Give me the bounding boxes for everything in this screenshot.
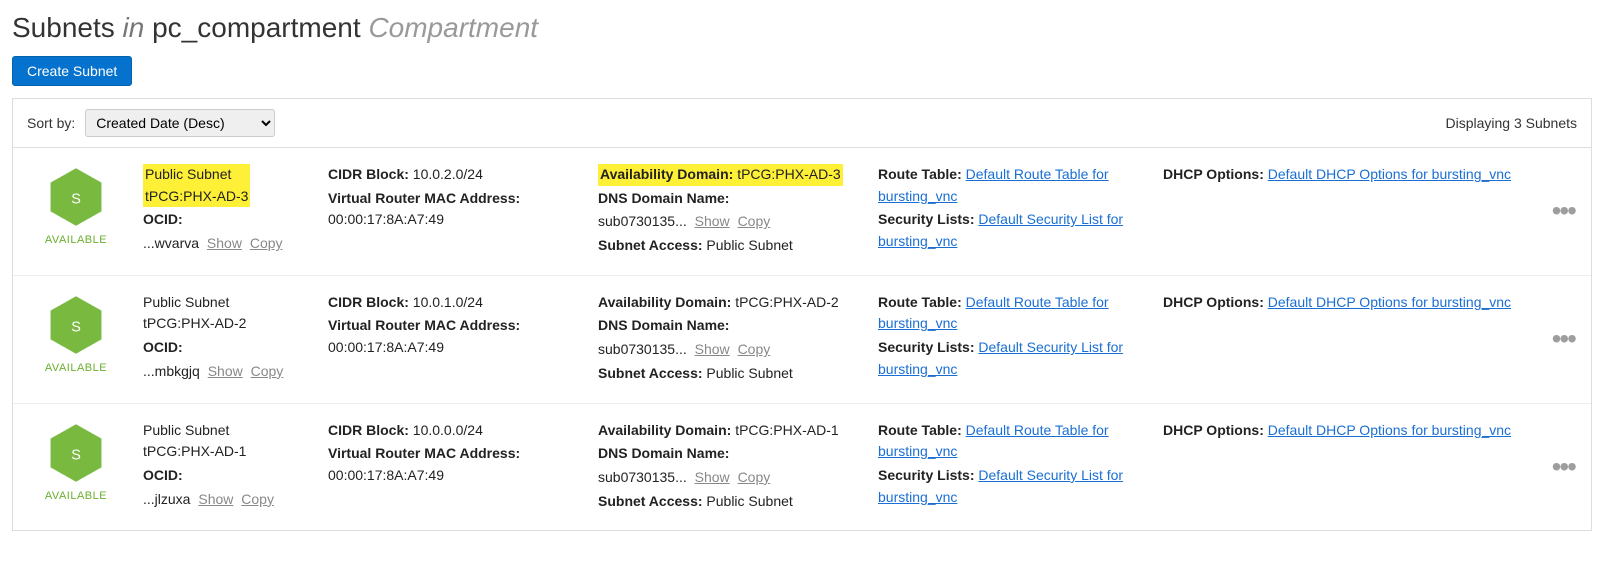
svg-text:S: S <box>71 447 81 463</box>
dhcp-link[interactable]: Default DHCP Options for bursting_vnc <box>1268 294 1511 310</box>
cidr-label: CIDR Block: <box>328 166 413 182</box>
subnet-row: S AVAILABLE Public SubnettPCG:PHX-AD-1 O… <box>13 404 1591 531</box>
toolbar: Sort by: Created Date (Desc) Displaying … <box>13 99 1591 148</box>
status-text: AVAILABLE <box>21 234 131 246</box>
dns-copy-link[interactable]: Copy <box>738 213 771 229</box>
page-title: Subnets in pc_compartment Compartment <box>12 12 1592 44</box>
ocid-label: OCID: <box>143 467 183 483</box>
svg-text:S: S <box>71 192 81 208</box>
dhcp-link[interactable]: Default DHCP Options for bursting_vnc <box>1268 422 1511 438</box>
subnets-panel: Sort by: Created Date (Desc) Displaying … <box>12 98 1592 531</box>
route-table-label: Route Table: <box>878 422 966 438</box>
ocid-value: ...wvarva <box>143 235 199 251</box>
row-actions-menu-icon[interactable]: ••• <box>1552 325 1575 353</box>
status-hexagon-icon: S <box>48 166 104 228</box>
subnet-row: S AVAILABLE Public SubnettPCG:PHX-AD-3 O… <box>13 148 1591 276</box>
ocid-show-link[interactable]: Show <box>198 491 233 507</box>
availability-domain-label: Availability Domain: <box>598 294 735 310</box>
title-in: in <box>123 12 145 43</box>
ocid-copy-link[interactable]: Copy <box>241 491 274 507</box>
access-label: Subnet Access: <box>598 493 706 509</box>
dns-value: sub0730135... <box>598 469 687 485</box>
cidr-label: CIDR Block: <box>328 294 413 310</box>
dns-label: DNS Domain Name: <box>598 317 729 333</box>
sort-by-label: Sort by: <box>27 115 75 131</box>
dns-show-link[interactable]: Show <box>695 341 730 357</box>
svg-text:S: S <box>71 319 81 335</box>
vrmac-label: Virtual Router MAC Address: <box>328 317 520 333</box>
route-table-label: Route Table: <box>878 294 966 310</box>
availability-domain-value: tPCG:PHX-AD-1 <box>735 422 838 438</box>
vrmac-label: Virtual Router MAC Address: <box>328 190 520 206</box>
status-hexagon-icon: S <box>48 294 104 356</box>
status-hexagon-icon: S <box>48 422 104 484</box>
vrmac-label: Virtual Router MAC Address: <box>328 445 520 461</box>
dhcp-label: DHCP Options: <box>1163 294 1268 310</box>
cidr-value: 10.0.0.0/24 <box>413 422 483 438</box>
dhcp-label: DHCP Options: <box>1163 166 1268 182</box>
subnet-name[interactable]: Public SubnettPCG:PHX-AD-2 <box>143 292 304 335</box>
displaying-count: Displaying 3 Subnets <box>1445 115 1577 131</box>
cidr-label: CIDR Block: <box>328 422 413 438</box>
ocid-copy-link[interactable]: Copy <box>251 363 284 379</box>
dhcp-link[interactable]: Default DHCP Options for bursting_vnc <box>1268 166 1511 182</box>
cidr-value: 10.0.1.0/24 <box>413 294 483 310</box>
cidr-value: 10.0.2.0/24 <box>413 166 483 182</box>
security-lists-label: Security Lists: <box>878 467 978 483</box>
security-lists-label: Security Lists: <box>878 339 978 355</box>
access-value: Public Subnet <box>706 365 792 381</box>
ocid-show-link[interactable]: Show <box>208 363 243 379</box>
subnet-name[interactable]: Public SubnettPCG:PHX-AD-1 <box>143 420 304 463</box>
status-text: AVAILABLE <box>21 490 131 502</box>
access-label: Subnet Access: <box>598 237 706 253</box>
title-prefix: Subnets <box>12 12 115 43</box>
row-actions-menu-icon[interactable]: ••• <box>1552 197 1575 225</box>
dns-copy-link[interactable]: Copy <box>738 469 771 485</box>
availability-domain-label: Availability Domain: <box>598 422 735 438</box>
subnet-row: S AVAILABLE Public SubnettPCG:PHX-AD-2 O… <box>13 276 1591 404</box>
ocid-show-link[interactable]: Show <box>207 235 242 251</box>
access-value: Public Subnet <box>706 237 792 253</box>
security-lists-label: Security Lists: <box>878 211 978 227</box>
access-value: Public Subnet <box>706 493 792 509</box>
dns-label: DNS Domain Name: <box>598 445 729 461</box>
availability-domain-value: tPCG:PHX-AD-3 <box>737 166 840 182</box>
availability-domain-value: tPCG:PHX-AD-2 <box>735 294 838 310</box>
availability-domain-label: Availability Domain: <box>600 166 737 182</box>
dns-label: DNS Domain Name: <box>598 190 729 206</box>
row-actions-menu-icon[interactable]: ••• <box>1552 453 1575 481</box>
dns-show-link[interactable]: Show <box>695 213 730 229</box>
title-suffix: Compartment <box>368 12 538 43</box>
dns-value: sub0730135... <box>598 213 687 229</box>
dns-show-link[interactable]: Show <box>695 469 730 485</box>
create-subnet-button[interactable]: Create Subnet <box>12 56 132 86</box>
sort-by-select[interactable]: Created Date (Desc) <box>85 109 275 137</box>
ocid-copy-link[interactable]: Copy <box>250 235 283 251</box>
ocid-label: OCID: <box>143 211 183 227</box>
ocid-value: ...mbkgjq <box>143 363 200 379</box>
status-text: AVAILABLE <box>21 362 131 374</box>
dhcp-label: DHCP Options: <box>1163 422 1268 438</box>
vrmac-value: 00:00:17:8A:A7:49 <box>328 211 444 227</box>
subnet-name[interactable]: Public SubnettPCG:PHX-AD-3 <box>143 164 250 207</box>
ocid-label: OCID: <box>143 339 183 355</box>
dns-value: sub0730135... <box>598 341 687 357</box>
dns-copy-link[interactable]: Copy <box>738 341 771 357</box>
vrmac-value: 00:00:17:8A:A7:49 <box>328 339 444 355</box>
title-compartment: pc_compartment <box>152 12 361 43</box>
route-table-label: Route Table: <box>878 166 966 182</box>
ocid-value: ...jlzuxa <box>143 491 190 507</box>
vrmac-value: 00:00:17:8A:A7:49 <box>328 467 444 483</box>
access-label: Subnet Access: <box>598 365 706 381</box>
